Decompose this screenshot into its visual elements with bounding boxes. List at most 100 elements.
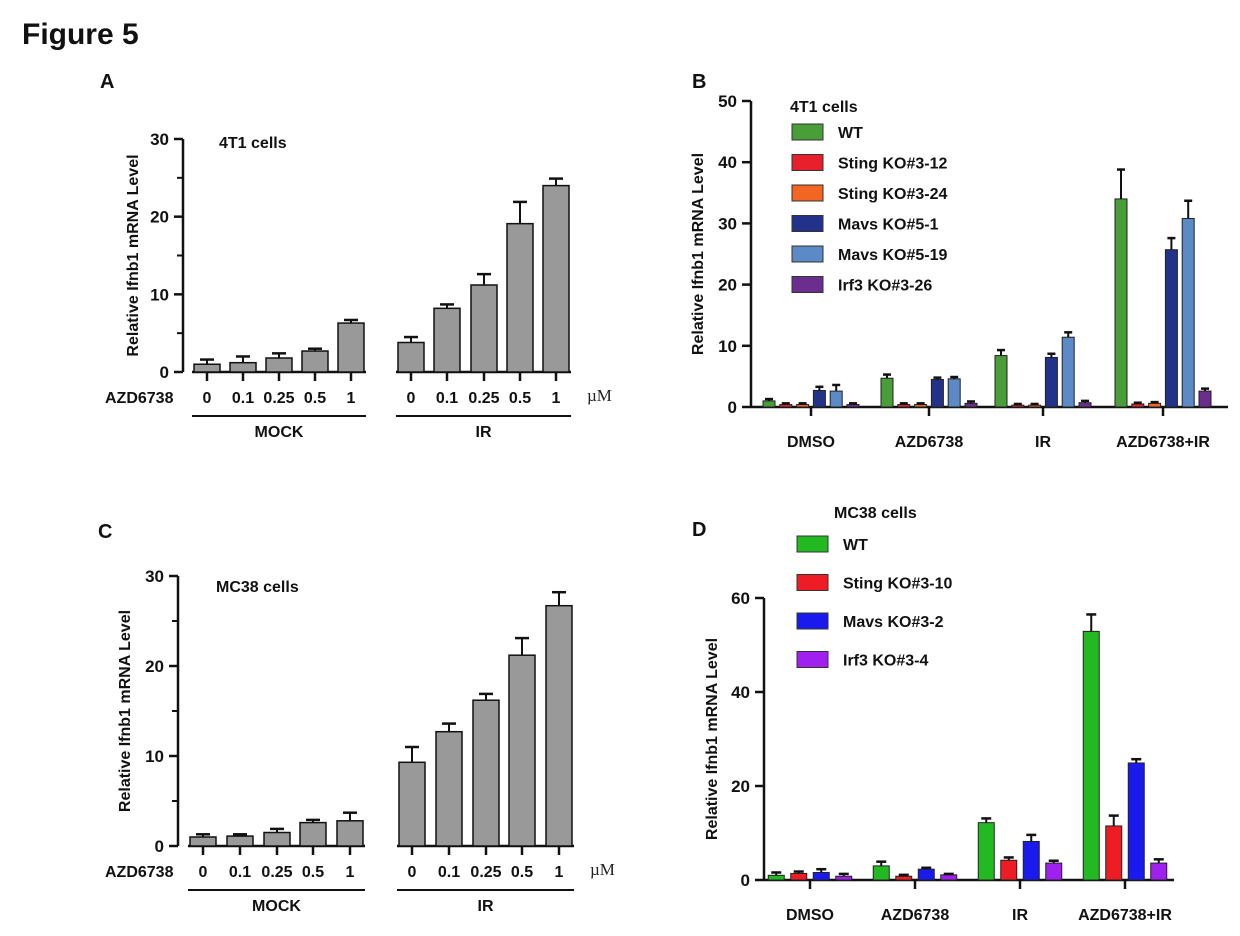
panel-letter-d: D xyxy=(692,519,706,541)
panel-b-legend-label: WT xyxy=(838,125,863,142)
panel-b-bar xyxy=(880,377,894,408)
panel-b-bar xyxy=(947,378,961,408)
panel-c-unit-label: µM xyxy=(590,860,615,879)
panel-d-bar xyxy=(1150,862,1168,881)
panel-c-group-label-mock: MOCK xyxy=(252,898,301,915)
panel-c-dose-label: 0.1 xyxy=(438,864,460,881)
panel-d-bar xyxy=(1105,825,1123,881)
panel-d-legend-label: WT xyxy=(843,537,868,554)
panel-b-category-label: AZD6738+IR xyxy=(1116,434,1210,451)
panel-c-dose-label: 0.25 xyxy=(470,864,501,881)
panel-c-y-tick-label: 30 xyxy=(145,567,164,586)
panel-c-bar xyxy=(299,821,327,847)
panel-b-bar xyxy=(994,355,1008,408)
panel-c-dose-label: 0 xyxy=(199,864,208,881)
panel-b-bar xyxy=(1181,218,1195,408)
panel-b-bar xyxy=(1028,404,1042,408)
panel-b-bar xyxy=(1061,336,1075,408)
panel-c-bar xyxy=(435,730,463,847)
panel-a-y-tick-label: 20 xyxy=(150,208,169,227)
panel-b-legend-swatch xyxy=(791,215,824,232)
panel-b-bar xyxy=(812,389,826,408)
panel-a-bar xyxy=(470,284,498,373)
panel-a-dose-label: 1 xyxy=(552,390,561,407)
panel-letter-a: A xyxy=(100,71,114,93)
panel-a-dose-label: 0.5 xyxy=(304,390,326,407)
panel-b-y-tick-label: 30 xyxy=(718,214,737,233)
panel-d-bar xyxy=(767,874,785,881)
panel-a-bar xyxy=(542,184,570,373)
panel-d-category-label: AZD6738 xyxy=(881,907,950,924)
panel-b-bar xyxy=(897,404,911,408)
panel-b-legend-label: Mavs KO#5-1 xyxy=(838,217,939,234)
panel-a-title: 4T1 cells xyxy=(219,135,287,152)
panel-d-bar xyxy=(835,875,853,881)
panel-b-y-tick-label: 10 xyxy=(718,337,737,356)
panel-a-bar xyxy=(337,322,365,373)
panel-a-dose-label: 0.1 xyxy=(232,390,254,407)
panel-d-y-axis-label: Relative Ifnb1 mRNA Level xyxy=(704,638,721,840)
panel-b-bar xyxy=(964,402,978,408)
panel-a-group-label-ir: IR xyxy=(476,424,492,441)
panel-c-bar xyxy=(226,835,254,847)
panel-c-dose-label: 0.25 xyxy=(261,864,292,881)
panel-b-bar xyxy=(1044,356,1058,408)
panel-c-row-label: AZD6738 xyxy=(105,864,174,881)
panel-b-bar xyxy=(1078,402,1092,408)
panel-b-bar xyxy=(1114,198,1128,408)
panel-b-bar xyxy=(762,400,776,408)
panel-d-y-tick-label: 40 xyxy=(731,683,750,702)
panel-d-category-label: AZD6738+IR xyxy=(1078,907,1172,924)
figure-title: Figure 5 xyxy=(22,18,139,51)
panel-d-bar xyxy=(895,875,913,881)
panel-b-legend-swatch xyxy=(791,154,824,171)
panel-c-y-tick-label: 0 xyxy=(155,837,164,856)
panel-d-bar xyxy=(1082,630,1100,881)
panel-a-y-tick-label: 10 xyxy=(150,285,169,304)
panel-c-bar xyxy=(263,831,291,847)
panel-c-title: MC38 cells xyxy=(216,579,299,596)
panel-b-legend-label: Irf3 KO#3-26 xyxy=(838,278,932,295)
panel-d-bar xyxy=(977,822,995,881)
panel-a-dose-label: 0.5 xyxy=(509,390,531,407)
panel-b-legend-swatch xyxy=(791,184,824,202)
panel-a-group-label-mock: MOCK xyxy=(255,424,304,441)
panel-c-bar xyxy=(472,699,500,847)
panel-d-legend-swatch xyxy=(796,574,829,591)
panel-b-category-label: IR xyxy=(1035,434,1051,451)
panel-a-y-tick-label: 0 xyxy=(160,363,169,382)
panel-b-legend-title: 4T1 cells xyxy=(790,99,858,116)
panel-c-bar xyxy=(336,820,364,847)
panel-b-bar xyxy=(779,404,793,408)
panel-c-group-label-ir: IR xyxy=(478,898,494,915)
panel-c-dose-label: 0.1 xyxy=(229,864,251,881)
panel-d-bar xyxy=(1045,862,1063,881)
panel-letter-b: B xyxy=(692,71,706,93)
panel-b-y-tick-label: 0 xyxy=(728,398,737,417)
panel-b-y-tick-label: 20 xyxy=(718,276,737,295)
panel-b-bar xyxy=(1198,390,1212,408)
panel-a-bar xyxy=(193,363,221,373)
panel-letter-c: C xyxy=(98,521,112,543)
panel-a-y-tick-label: 30 xyxy=(150,130,169,149)
panel-d-bar xyxy=(872,865,890,881)
panel-a-bar xyxy=(506,222,534,373)
panel-a-y-axis-label: Relative Ifnb1 mRNA Level xyxy=(125,154,142,356)
panel-d-bar xyxy=(812,871,830,881)
panel-c-bar xyxy=(508,654,536,847)
panel-d-chart: 0 20 40 60 Relative Ifnb1 mRNA Level DMSO AZD6… xyxy=(704,505,1174,924)
panel-c-dose-label: 0 xyxy=(408,864,417,881)
panel-c-dose-label: 1 xyxy=(346,864,355,881)
panel-d-legend-label: Sting KO#3-10 xyxy=(843,576,952,593)
panel-c-y-axis-label: Relative Ifnb1 mRNA Level xyxy=(117,610,134,812)
panel-a-chart: 0 10 20 30 Relative Ifnb1 mRNA Level 4T1 cell… xyxy=(105,130,612,441)
panel-d-bar xyxy=(917,868,935,881)
panel-b-bar xyxy=(1148,402,1162,408)
panel-b-chart: 0 10 20 30 40 50 Relative Ifnb1 mRNA Level DMSO… xyxy=(690,92,1228,451)
panel-d-legend-swatch xyxy=(796,651,829,668)
panel-b-y-tick-label: 50 xyxy=(718,92,737,111)
panel-c-dose-label: 0.5 xyxy=(511,864,533,881)
panel-d-legend-title: MC38 cells xyxy=(834,505,917,522)
panel-d-bar xyxy=(1127,762,1145,881)
